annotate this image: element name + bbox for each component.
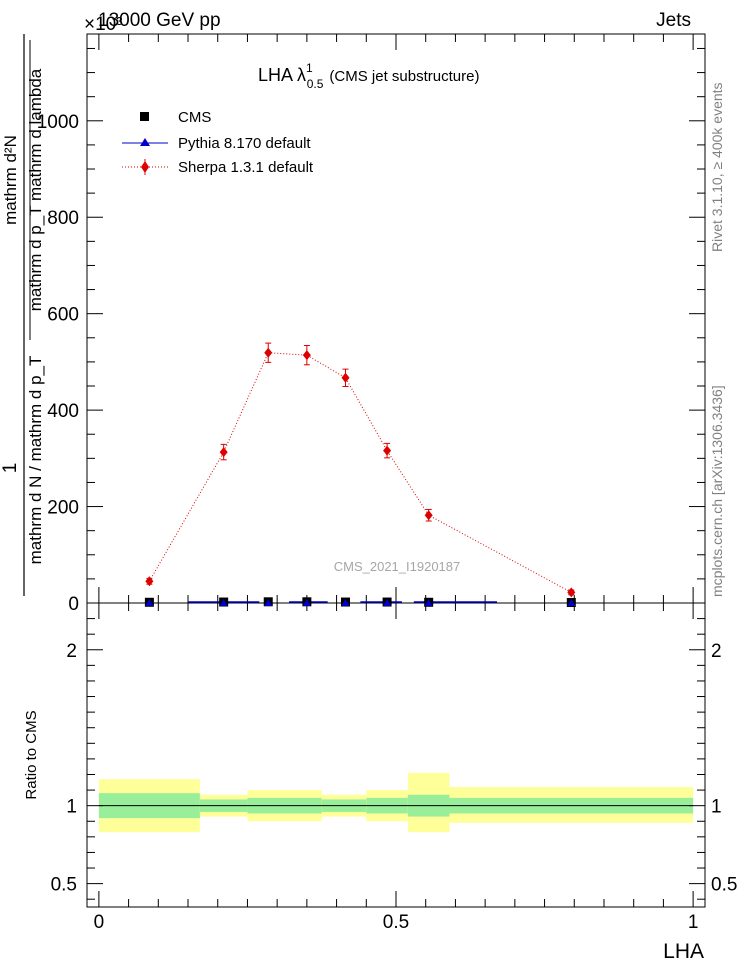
sherpa-marker-5 [383,445,392,456]
ratio-tick-label-right-1: 1 [711,797,722,818]
legend-pythia-label: Pythia 8.170 default [178,135,311,152]
x10-multiplier: ×10³ [84,14,123,35]
pythia-marker-3 [302,599,311,606]
sherpa-line [148,352,572,593]
sherpa-marker-6 [424,510,433,521]
mcplots-label: mcplots.cern.ch [arXiv:1306.3436] [709,385,725,597]
pythia-marker-6 [424,599,433,606]
y-tick-label-2: 400 [47,401,79,422]
sherpa-marker-4 [341,372,350,383]
series-layer [144,342,576,608]
ratio-tick-label-left-1: 1 [66,797,77,818]
header-right: Jets [656,10,691,31]
y-label-frac-num: mathrm d²N [1,135,20,225]
y-tick-label-0: 0 [68,594,79,615]
legend-sherpa-label: Sherpa 1.3.1 default [178,159,314,176]
main-y-label: 1 mathrm d N / mathrm d p_T mathrm d²N m… [0,34,45,596]
y-tick-label-5: 1000 [37,112,79,133]
x-axis: 0 0.5 1 [94,34,699,933]
x-tick-label-1: 0.5 [383,912,409,933]
pythia-marker-2 [264,599,273,606]
analysis-label: CMS_2021_I1920187 [334,559,461,574]
ratio-tick-label-right-0: 0.5 [711,875,737,896]
ratio-tick-label-left-0: 0.5 [51,875,77,896]
legend-cms-marker [140,112,149,121]
ratio-tick-label-right-2: 2 [711,641,722,662]
legend: CMS Pythia 8.170 default Sherpa 1.3.1 de… [122,109,314,176]
header-left: 13000 GeV pp [98,10,221,31]
pythia-marker-7 [567,599,576,606]
sherpa-marker-0 [145,576,154,587]
x-tick-label-2: 1 [688,912,699,933]
ratio-bands [98,772,694,833]
main-y-axis: 0 200 400 600 800 1000 [37,47,705,615]
legend-cms-label: CMS [178,109,211,126]
ratio-y-axis: 0.5 0.5 1 1 2 2 [51,618,737,900]
x-axis-label: LHA [663,940,704,963]
sherpa-marker-2 [264,347,273,358]
rivet-label: Rivet 3.1.10, ≥ 400k events [709,82,725,252]
legend-sherpa-marker [141,161,149,173]
legend-pythia-marker [140,138,150,146]
y-label-denominator: mathrm d N / mathrm d p_T [26,356,45,565]
pythia-marker-5 [383,599,392,606]
sherpa-marker-1 [219,447,228,458]
ratio-y-label: Ratio to CMS [23,710,40,799]
y-tick-label-1: 200 [47,498,79,519]
pythia-marker-4 [341,599,350,606]
ratio-tick-label-left-2: 2 [66,641,77,662]
ratio-plot-frame [86,602,706,908]
sherpa-marker-7 [567,587,576,598]
y-label-numerator: 1 [0,463,21,474]
y-tick-label-4: 800 [47,208,79,229]
sherpa-marker-3 [302,350,311,361]
pythia-marker-1 [219,599,228,606]
pythia-marker-0 [145,599,154,606]
x-tick-label-0: 0 [94,912,105,933]
y-label-frac-den: mathrm d p_T mathrm d lambda [26,68,45,311]
plot-title: LHA λ1 0.5 (CMS jet substructure) [258,61,479,91]
y-tick-label-3: 600 [47,305,79,326]
